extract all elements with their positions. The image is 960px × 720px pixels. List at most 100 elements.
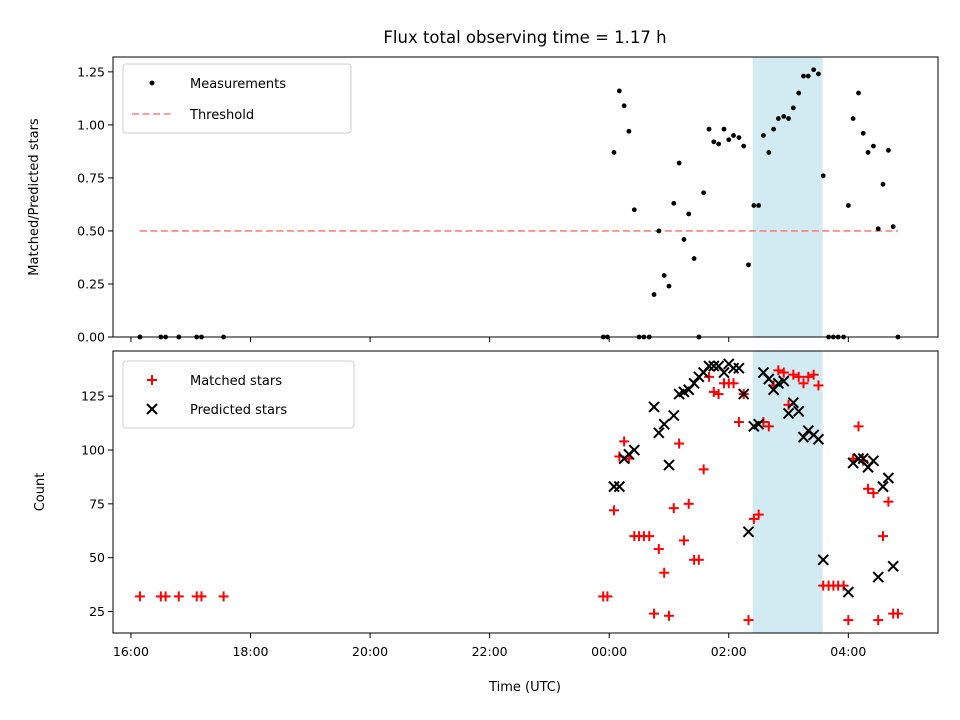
predicted-star-point [852,452,865,465]
measurement-point [805,73,811,79]
measurement-point [621,103,627,109]
measurement-point [761,133,766,138]
measurement-point [681,237,687,242]
matched-star-point [863,483,874,494]
matched-star-point [608,505,619,516]
measurement-point [856,90,861,96]
legend-label-threshold: Threshold [189,108,254,123]
count-x-tick-label: 22:00 [472,644,508,659]
measurement-point [611,150,617,155]
count-y-axis: 25 50 75 100 125 [81,389,113,619]
predicted-star-point [737,388,750,400]
flux-y-tick-label: 0.50 [77,223,105,238]
predicted-star-point [887,560,899,572]
matched-star-point [743,615,754,626]
measurement-point [845,203,851,208]
predicted-star-point [727,362,740,374]
predicted-star-point [688,377,700,389]
flux-y-tick-label: 0.75 [77,170,105,185]
predicted-star-point [663,459,675,471]
predicted-star-point [708,360,720,372]
flux-y-tick-label: 1.00 [77,117,105,132]
measurement-point [711,139,717,145]
predicted-star-point [882,472,895,484]
flux-y-tick-label: 1.25 [77,64,105,79]
measurement-point [631,207,637,213]
matched-star-point [173,591,184,602]
predicted-star-point [763,373,775,385]
matched-star-points [134,365,903,626]
matched-star-point [843,615,854,626]
predicted-star-point [797,431,810,443]
measurement-point [771,126,776,132]
matched-star-point [683,498,694,509]
predicted-star-point [812,433,825,445]
predicted-star-point [842,586,855,598]
measurement-point [616,88,622,94]
count-x-tick-label: 20:00 [352,644,388,659]
matched-star-point [773,365,784,376]
measurement-point [676,160,682,166]
matched-star-point [644,531,655,542]
measurement-point [661,273,667,278]
measurement-point [701,190,707,196]
count-axes-frame [112,350,939,634]
measurement-point [746,262,751,268]
legend-label-matched: Matched stars [190,374,282,389]
measurement-point [890,224,896,230]
predicted-star-point [648,401,660,413]
matched-star-point [698,464,709,475]
predicted-star-point [817,554,829,566]
measurement-point [850,116,856,121]
matched-star-point [728,378,739,389]
matched-star-point [892,608,903,619]
matched-star-point [653,544,664,555]
measurement-point [671,200,677,206]
predicted-star-point [767,384,780,396]
matched-star-point [674,438,685,449]
measurement-point [686,211,692,217]
measurement-point [781,113,787,119]
count-shaded-region [752,351,823,633]
predicted-star-point [752,418,765,430]
predicted-star-point [653,427,665,439]
matched-star-point [778,367,789,378]
measurement-point [626,128,632,134]
count-legend: Matched stars Predicted stars [122,360,355,429]
predicted-star-point [792,405,805,417]
measurement-point [706,126,712,132]
flux-y-axis: 0.00 0.25 0.50 0.75 1.00 1.25 [77,64,113,345]
matched-star-point [663,610,674,621]
matched-star-point [883,496,894,507]
count-y-tick-label: 75 [89,496,105,511]
matched-star-point [619,436,630,447]
predicted-star-point [608,480,620,493]
measurement-point [766,150,772,155]
measurement-point [666,283,672,289]
matched-star-point [602,591,613,602]
matched-star-point [753,509,764,520]
matched-star-point [649,608,660,619]
count-y-tick-label: 25 [89,604,105,619]
chart-title: Flux total observing time = 1.17 h [383,28,666,47]
predicted-star-point [703,360,715,372]
count-x-tick-label: 16:00 [113,644,149,659]
predicted-star-point [867,455,880,467]
legend-marker-predicted [146,403,158,415]
predicted-star-point [658,418,670,430]
matched-star-point [134,591,145,602]
flux-y-tick-label: 0.00 [77,330,105,345]
count-x-tick-label: 02:00 [711,644,747,659]
predicted-star-point [787,396,800,409]
measurement-point [860,130,866,136]
matched-star-point [196,591,207,602]
matched-star-point [868,488,879,499]
count-x-axis-label: Time (UTC) [488,680,561,695]
measurement-point [875,226,881,232]
count-x-tick-label: 18:00 [232,644,268,659]
matched-star-point [693,554,704,565]
measurement-point [756,203,762,208]
flux-panel: 0.00 0.25 0.50 0.75 1.00 1.25 Matched/Predict… [27,56,939,345]
legend-marker-matched [147,375,157,385]
